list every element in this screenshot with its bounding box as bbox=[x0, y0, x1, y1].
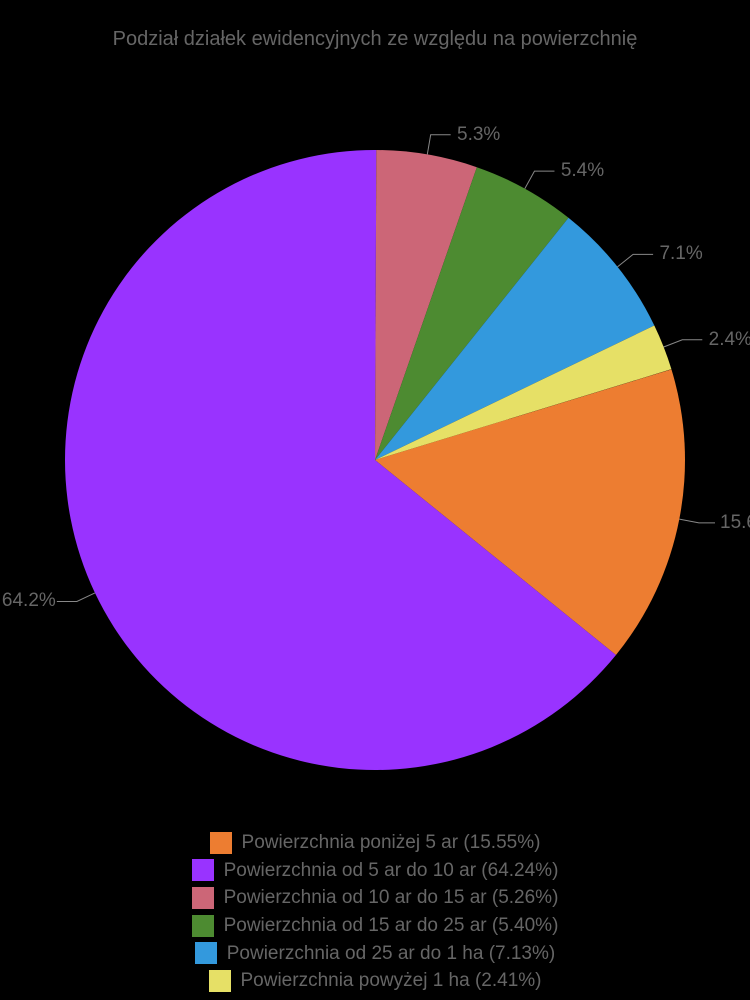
leader-line bbox=[664, 340, 703, 347]
leader-line bbox=[617, 254, 653, 266]
leader-line bbox=[57, 593, 95, 602]
legend-item: Powierzchnia od 25 ar do 1 ha (7.13%) bbox=[195, 941, 555, 967]
pie-chart-container: Podział działek ewidencyjnych ze względu… bbox=[0, 0, 750, 1000]
leader-line bbox=[525, 171, 555, 189]
legend-label: Powierzchnia od 10 ar do 15 ar (5.26%) bbox=[224, 885, 559, 911]
legend-label: Powierzchnia powyżej 1 ha (2.41%) bbox=[241, 968, 542, 994]
legend-label: Powierzchnia od 15 ar do 25 ar (5.40%) bbox=[224, 913, 559, 939]
legend-swatch bbox=[210, 832, 232, 854]
legend-swatch bbox=[192, 887, 214, 909]
leader-line bbox=[427, 135, 450, 155]
slice-percent-label: 15.6% bbox=[720, 512, 750, 534]
leader-line bbox=[679, 519, 715, 523]
slice-percent-label: 5.3% bbox=[457, 124, 500, 146]
legend-item: Powierzchnia od 5 ar do 10 ar (64.24%) bbox=[192, 858, 559, 884]
legend-item: Powierzchnia od 10 ar do 15 ar (5.26%) bbox=[192, 885, 559, 911]
legend-item: Powierzchnia od 15 ar do 25 ar (5.40%) bbox=[192, 913, 559, 939]
slice-percent-label: 2.4% bbox=[709, 329, 750, 351]
legend-swatch bbox=[209, 970, 231, 992]
legend-label: Powierzchnia poniżej 5 ar (15.55%) bbox=[242, 830, 541, 856]
slice-percent-label: 7.1% bbox=[659, 243, 702, 265]
slice-percent-label: 5.4% bbox=[561, 160, 604, 182]
legend-swatch bbox=[192, 915, 214, 937]
legend-label: Powierzchnia od 25 ar do 1 ha (7.13%) bbox=[227, 941, 555, 967]
legend-label: Powierzchnia od 5 ar do 10 ar (64.24%) bbox=[224, 858, 559, 884]
legend-swatch bbox=[192, 859, 214, 881]
slice-percent-label: 64.2% bbox=[2, 590, 56, 612]
pie-chart bbox=[35, 120, 715, 800]
legend-item: Powierzchnia poniżej 5 ar (15.55%) bbox=[210, 830, 541, 856]
legend-swatch bbox=[195, 942, 217, 964]
legend-item: Powierzchnia powyżej 1 ha (2.41%) bbox=[209, 968, 542, 994]
legend: Powierzchnia poniżej 5 ar (15.55%)Powier… bbox=[0, 830, 750, 994]
chart-title: Podział działek ewidencyjnych ze względu… bbox=[0, 28, 750, 51]
